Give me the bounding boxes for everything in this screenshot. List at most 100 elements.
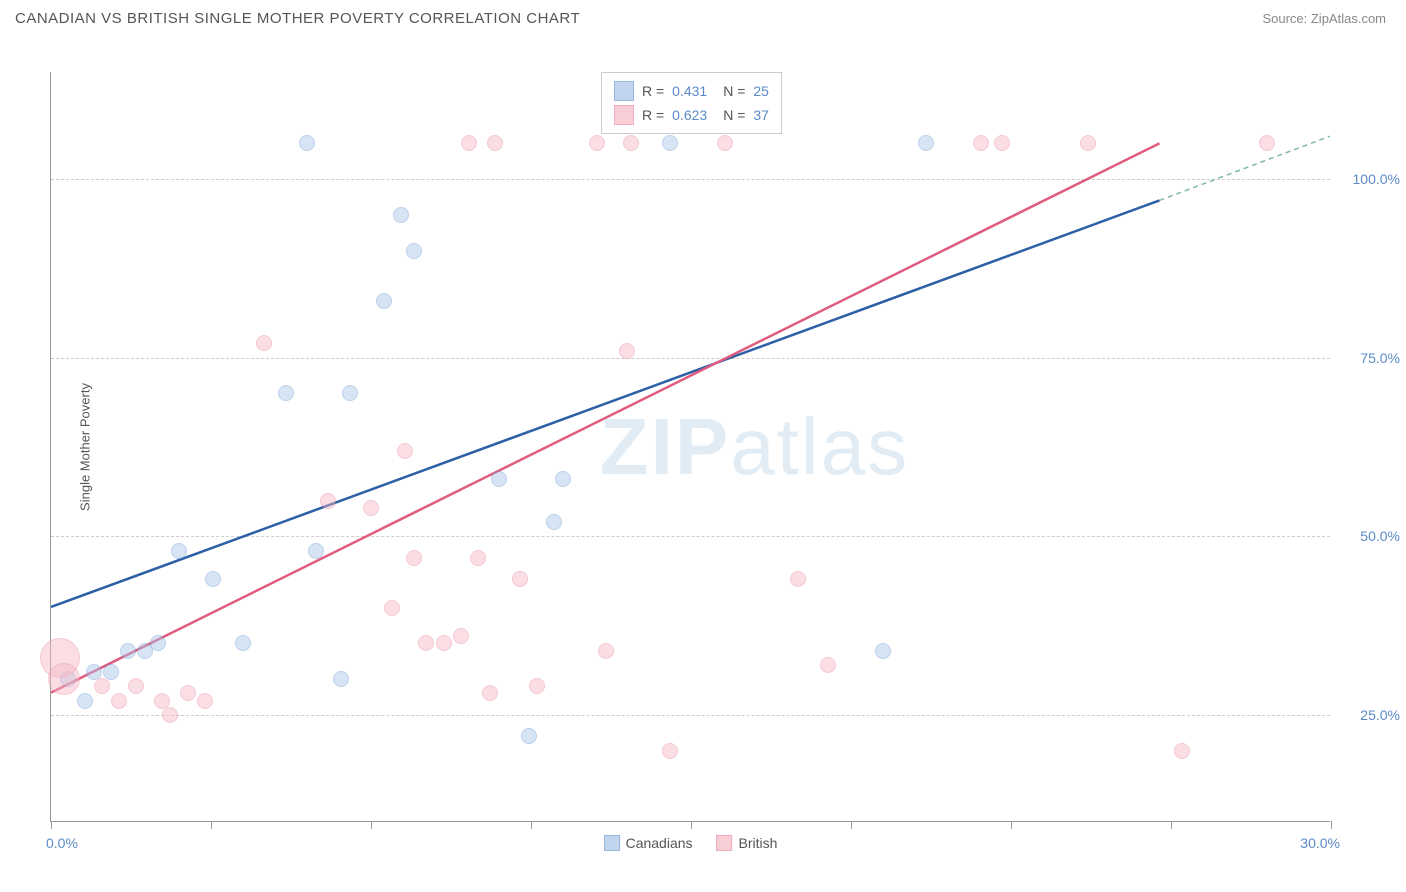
data-point	[973, 135, 989, 151]
data-point	[662, 135, 678, 151]
data-point	[384, 600, 400, 616]
data-point	[1174, 743, 1190, 759]
legend-n-label: N =	[723, 107, 745, 123]
chart-source: Source: ZipAtlas.com	[1262, 11, 1386, 26]
data-point	[1080, 135, 1096, 151]
series-name: British	[739, 835, 778, 851]
legend-n-label: N =	[723, 83, 745, 99]
legend-swatch	[614, 81, 634, 101]
watermark: ZIPatlas	[600, 401, 909, 493]
data-point	[180, 685, 196, 701]
data-point	[491, 471, 507, 487]
y-axis-label: 50.0%	[1360, 528, 1400, 544]
data-point	[717, 135, 733, 151]
grid-line	[51, 179, 1330, 180]
x-tick	[1011, 821, 1012, 829]
series-name: Canadians	[626, 835, 693, 851]
data-point	[320, 493, 336, 509]
chart-header: CANADIAN VS BRITISH SINGLE MOTHER POVERT…	[0, 0, 1406, 32]
data-point	[1259, 135, 1275, 151]
x-tick	[211, 821, 212, 829]
trend-line-solid	[51, 200, 1159, 607]
legend-n-value: 37	[753, 107, 769, 123]
data-point	[623, 135, 639, 151]
data-point	[197, 693, 213, 709]
x-tick	[851, 821, 852, 829]
data-point	[461, 135, 477, 151]
data-point	[589, 135, 605, 151]
trend-line-dashed	[1159, 136, 1330, 200]
chart-title: CANADIAN VS BRITISH SINGLE MOTHER POVERT…	[15, 10, 580, 27]
y-axis-label: 100.0%	[1353, 171, 1400, 187]
data-point	[994, 135, 1010, 151]
trend-line-solid	[51, 143, 1159, 692]
plot-area: ZIPatlas 25.0%50.0%75.0%100.0% R = 0.431…	[50, 72, 1330, 822]
legend-row: R = 0.431 N = 25	[614, 79, 769, 103]
x-axis-label-end: 30.0%	[1300, 835, 1340, 851]
data-point	[103, 664, 119, 680]
data-point	[470, 550, 486, 566]
data-point	[363, 500, 379, 516]
data-point	[918, 135, 934, 151]
legend-swatch	[604, 835, 620, 851]
data-point	[48, 663, 80, 695]
data-point	[120, 643, 136, 659]
data-point	[418, 635, 434, 651]
y-axis-label: 75.0%	[1360, 350, 1400, 366]
legend-swatch	[717, 835, 733, 851]
series-legend-item: British	[717, 835, 778, 851]
data-point	[256, 335, 272, 351]
data-point	[235, 635, 251, 651]
y-axis-title: Single Mother Poverty	[77, 383, 92, 511]
data-point	[482, 685, 498, 701]
data-point	[555, 471, 571, 487]
data-point	[150, 635, 166, 651]
data-point	[487, 135, 503, 151]
legend-swatch	[614, 105, 634, 125]
x-tick	[371, 821, 372, 829]
data-point	[94, 678, 110, 694]
data-point	[512, 571, 528, 587]
data-point	[436, 635, 452, 651]
grid-line	[51, 358, 1330, 359]
series-legend-item: Canadians	[604, 835, 693, 851]
data-point	[333, 671, 349, 687]
grid-line	[51, 715, 1330, 716]
legend-n-value: 25	[753, 83, 769, 99]
data-point	[529, 678, 545, 694]
x-tick	[691, 821, 692, 829]
data-point	[453, 628, 469, 644]
data-point	[205, 571, 221, 587]
data-point	[619, 343, 635, 359]
legend-row: R = 0.623 N = 37	[614, 103, 769, 127]
grid-line	[51, 536, 1330, 537]
data-point	[820, 657, 836, 673]
data-point	[128, 678, 144, 694]
data-point	[393, 207, 409, 223]
x-tick	[1331, 821, 1332, 829]
series-legend: Canadians British	[604, 835, 778, 851]
legend-r-label: R =	[642, 107, 664, 123]
legend-r-value: 0.623	[672, 107, 707, 123]
legend-r-value: 0.431	[672, 83, 707, 99]
data-point	[111, 693, 127, 709]
data-point	[299, 135, 315, 151]
x-tick	[531, 821, 532, 829]
data-point	[308, 543, 324, 559]
data-point	[171, 543, 187, 559]
correlation-legend: R = 0.431 N = 25 R = 0.623 N = 37	[601, 72, 782, 134]
x-tick	[1171, 821, 1172, 829]
legend-r-label: R =	[642, 83, 664, 99]
data-point	[397, 443, 413, 459]
data-point	[342, 385, 358, 401]
x-tick	[51, 821, 52, 829]
data-point	[77, 693, 93, 709]
data-point	[406, 550, 422, 566]
data-point	[662, 743, 678, 759]
y-axis-label: 25.0%	[1360, 707, 1400, 723]
data-point	[546, 514, 562, 530]
data-point	[278, 385, 294, 401]
data-point	[790, 571, 806, 587]
x-axis-label-start: 0.0%	[46, 835, 78, 851]
data-point	[376, 293, 392, 309]
